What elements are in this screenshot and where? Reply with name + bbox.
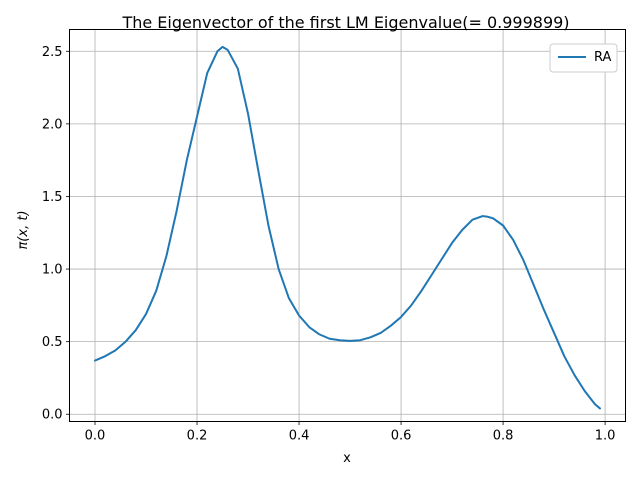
x-tick-label: 0.6 <box>391 429 412 444</box>
x-tick-label: 0.4 <box>289 429 310 444</box>
y-tick-label: 0.0 <box>42 408 63 423</box>
x-tick-label: 1.0 <box>595 429 616 444</box>
x-tick-label: 0.0 <box>85 429 106 444</box>
y-tick-label: 1.5 <box>42 190 63 205</box>
y-axis-label: π(x, t) <box>16 210 31 249</box>
legend: RA <box>549 43 618 73</box>
x-axis-label: x <box>343 451 351 466</box>
ticks: 0.0 0.2 0.4 0.6 0.8 1.0 0.0 0.5 1.0 1.5 2.0 2.5 <box>42 45 616 444</box>
y-tick-label: 2.0 <box>42 117 63 132</box>
plot-frame <box>69 29 626 422</box>
x-tick-label: 0.8 <box>493 429 514 444</box>
x-tick-label: 0.2 <box>187 429 208 444</box>
grid <box>69 29 626 422</box>
legend-label-ra: RA <box>594 50 612 65</box>
y-tick-label: 1.0 <box>42 263 63 278</box>
y-tick-label: 2.5 <box>42 45 63 60</box>
series-layer <box>94 45 601 410</box>
chart-title: The Eigenvector of the first LM Eigenval… <box>121 13 569 32</box>
y-tick-label: 0.5 <box>42 335 63 350</box>
series-line-ra <box>94 45 601 410</box>
